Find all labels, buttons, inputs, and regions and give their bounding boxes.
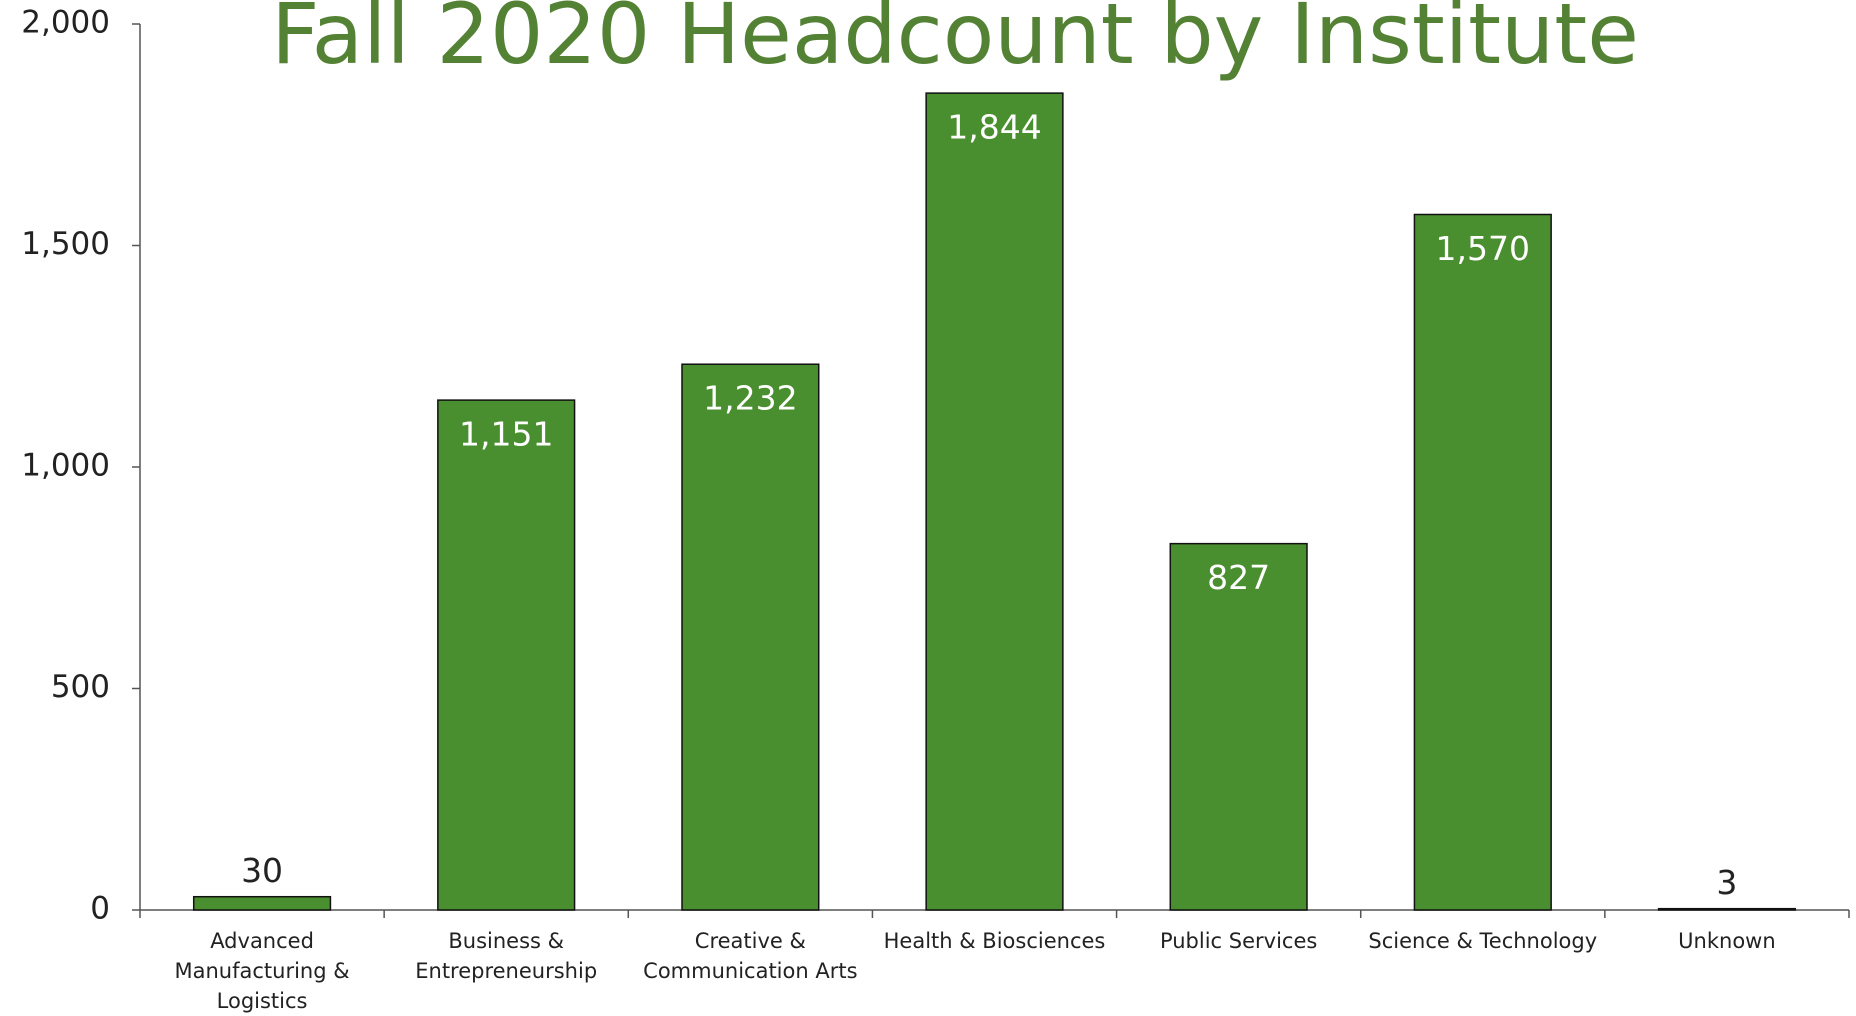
chart-title: Fall 2020 Headcount by Institute <box>271 0 1639 83</box>
value-label: 1,151 <box>459 415 553 454</box>
value-label: 827 <box>1207 558 1270 597</box>
bar <box>192 895 332 911</box>
x-tick-label: Health & Biosciences <box>883 929 1106 953</box>
value-label: 3 <box>1716 863 1737 902</box>
bar <box>437 399 576 911</box>
bar <box>1657 907 1797 911</box>
bar <box>925 92 1064 911</box>
x-tick-label: Science & Technology <box>1368 929 1598 953</box>
value-label: 1,844 <box>947 108 1041 147</box>
x-tick-label: Public Services <box>1159 929 1318 953</box>
x-tick-label: Unknown <box>1678 929 1776 953</box>
value-label: 1,570 <box>1436 229 1530 268</box>
bar <box>1413 213 1552 911</box>
y-tick-label: 2,000 <box>21 5 110 41</box>
value-label: 1,232 <box>703 379 797 418</box>
x-tick-label: Business & Entrepreneurship <box>415 929 598 983</box>
y-tick-label: 500 <box>51 669 110 705</box>
x-tick-label: Advanced Manufacturing & Logistics <box>174 929 350 1013</box>
x-tick-label: Creative & Communication Arts <box>643 929 858 983</box>
y-tick-label: 1,500 <box>21 226 110 262</box>
bar <box>681 363 820 911</box>
bar <box>1169 542 1308 911</box>
y-tick-label: 0 <box>90 891 110 927</box>
y-tick-label: 1,000 <box>21 448 110 484</box>
value-label: 30 <box>241 851 283 890</box>
